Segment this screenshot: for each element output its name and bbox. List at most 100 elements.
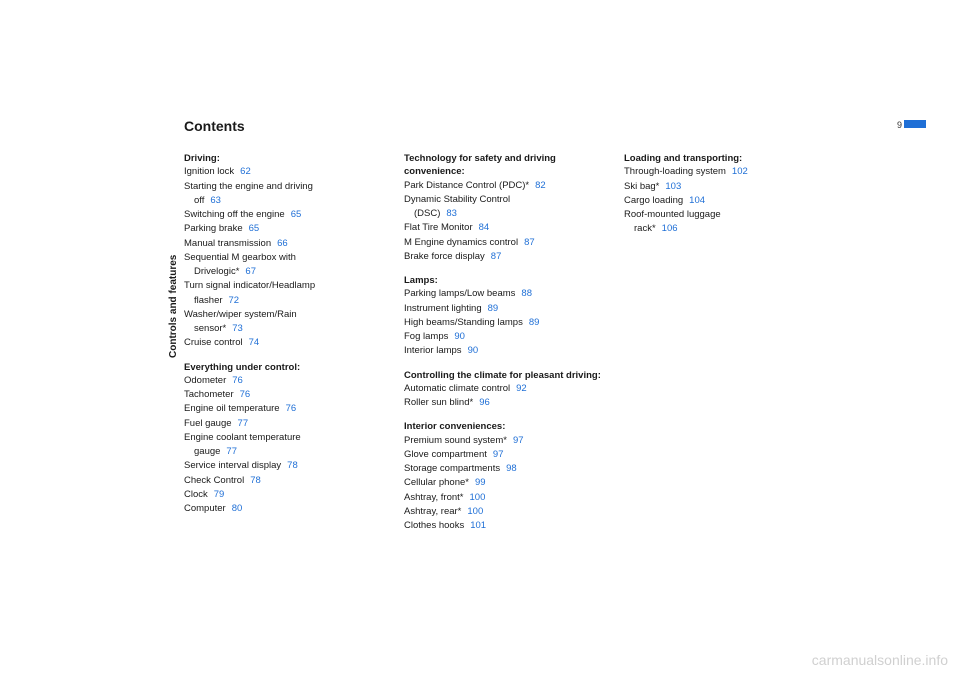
toc-page-link[interactable]: 76: [240, 389, 251, 400]
toc-item-text: rack*: [634, 223, 656, 234]
toc-page-link[interactable]: 100: [467, 506, 483, 517]
toc-item: Fog lamps90: [404, 330, 604, 344]
toc-item: Engine oil temperature76: [184, 402, 384, 416]
toc-page-link[interactable]: 87: [524, 237, 535, 248]
toc-item: Storage compartments 98: [404, 462, 604, 476]
toc-page-link[interactable]: 76: [286, 403, 297, 414]
toc-page-link[interactable]: 72: [229, 295, 240, 306]
toc-section-heading: Everything under control:: [184, 361, 384, 374]
toc-page-link[interactable]: 89: [488, 303, 499, 314]
toc-item-text: Parking lamps/Low beams: [404, 288, 515, 299]
page-content: Contents 9 Controls and features Driving…: [184, 118, 854, 533]
toc-item-text: Ashtray, front*: [404, 492, 464, 503]
toc-page-link[interactable]: 97: [513, 435, 524, 446]
toc-page-link[interactable]: 90: [454, 331, 465, 342]
toc-page-link[interactable]: 66: [277, 238, 288, 249]
toc-item: Instrument lighting89: [404, 302, 604, 316]
toc-item: Roof-mounted luggage: [624, 208, 824, 222]
toc-item-cont: off63: [184, 194, 384, 208]
toc-page-link[interactable]: 88: [521, 288, 532, 299]
toc-page-link[interactable]: 76: [232, 375, 243, 386]
toc-item: Manual transmission66: [184, 237, 384, 251]
toc-item-text: Cruise control: [184, 337, 243, 348]
toc-page-link[interactable]: 99: [475, 477, 486, 488]
toc-item: Tachometer 76: [184, 388, 384, 402]
toc-item-text: Cellular phone*: [404, 477, 469, 488]
toc-page-link[interactable]: 100: [470, 492, 486, 503]
toc-page-link[interactable]: 82: [535, 180, 546, 191]
toc-item-cont: flasher 72: [184, 294, 384, 308]
toc-page-link[interactable]: 65: [291, 209, 302, 220]
toc-item-text: Automatic climate control: [404, 383, 510, 394]
toc-item-cont: rack* 106: [624, 222, 824, 236]
toc-item-text: Computer: [184, 503, 226, 514]
accent-bar: [904, 120, 926, 128]
toc-page-link[interactable]: 97: [493, 449, 504, 460]
toc-item-text: Cargo loading: [624, 195, 683, 206]
toc-page-link[interactable]: 79: [214, 489, 225, 500]
toc-item-text: Starting the engine and driving: [184, 181, 313, 192]
toc-item-text: gauge: [194, 446, 220, 457]
toc-item: Parking brake65: [184, 222, 384, 236]
toc-page-link[interactable]: 89: [529, 317, 540, 328]
toc-page-link[interactable]: 102: [732, 166, 748, 177]
toc-page-link[interactable]: 92: [516, 383, 527, 394]
toc-item-text: Park Distance Control (PDC)*: [404, 180, 529, 191]
toc-page-link[interactable]: 90: [468, 345, 479, 356]
toc-item-text: Sequential M gearbox with: [184, 252, 296, 263]
toc-page-link[interactable]: 87: [491, 251, 502, 262]
toc-page-link[interactable]: 78: [250, 475, 261, 486]
toc-page-link[interactable]: 67: [245, 266, 256, 277]
toc-page-link[interactable]: 80: [232, 503, 243, 514]
toc-item-text: (DSC): [414, 208, 440, 219]
toc-item: Flat Tire Monitor84: [404, 221, 604, 235]
toc-page-link[interactable]: 74: [249, 337, 260, 348]
toc-item-text: Tachometer: [184, 389, 234, 400]
page-title: Contents: [184, 118, 854, 134]
toc-page-link[interactable]: 65: [249, 223, 260, 234]
toc-item: Dynamic Stability Control: [404, 193, 604, 207]
page-number: 9: [897, 120, 902, 130]
toc-page-link[interactable]: 78: [287, 460, 298, 471]
watermark: carmanualsonline.info: [812, 652, 948, 668]
toc-item: Turn signal indicator/Headlamp: [184, 279, 384, 293]
toc-item: Check Control78: [184, 474, 384, 488]
toc-item-text: Odometer: [184, 375, 226, 386]
toc-section-heading: Lamps:: [404, 274, 604, 287]
toc-item-text: Storage compartments: [404, 463, 500, 474]
toc-item: Through-loading system102: [624, 165, 824, 179]
toc-page-link[interactable]: 77: [238, 418, 249, 429]
toc-page-link[interactable]: 84: [479, 222, 490, 233]
toc-item-cont: gauge 77: [184, 445, 384, 459]
toc-page-link[interactable]: 106: [662, 223, 678, 234]
toc-item-text: Ashtray, rear*: [404, 506, 461, 517]
toc-item: Switching off the engine65: [184, 208, 384, 222]
toc-section-heading: Interior conveniences:: [404, 420, 604, 433]
toc-item-text: sensor*: [194, 323, 226, 334]
toc-section-heading: Controlling the climate for pleasant dri…: [404, 369, 604, 382]
toc-item: Cargo loading 104: [624, 194, 824, 208]
toc-item: Service interval display78: [184, 459, 384, 473]
toc-page-link[interactable]: 77: [226, 446, 237, 457]
toc-page-link[interactable]: 98: [506, 463, 517, 474]
toc-page-link[interactable]: 101: [470, 520, 486, 531]
toc-page-link[interactable]: 83: [446, 208, 457, 219]
toc-item: Ski bag* 103: [624, 180, 824, 194]
toc-item: Clock79: [184, 488, 384, 502]
toc-item-text: Washer/wiper system/Rain: [184, 309, 297, 320]
toc-item-text: flasher: [194, 295, 223, 306]
toc-item: Park Distance Control (PDC)* 82: [404, 179, 604, 193]
toc-page-link[interactable]: 73: [232, 323, 243, 334]
toc-page-link[interactable]: 104: [689, 195, 705, 206]
toc-page-link[interactable]: 103: [665, 181, 681, 192]
toc-item: Cruise control 74: [184, 336, 384, 350]
toc-column: Driving:Ignition lock62Starting the engi…: [184, 152, 384, 533]
toc-item-text: Ski bag*: [624, 181, 659, 192]
toc-item: Ignition lock62: [184, 165, 384, 179]
toc-column: Loading and transporting:Through-loading…: [624, 152, 824, 533]
toc-page-link[interactable]: 62: [240, 166, 251, 177]
toc-page-link[interactable]: 63: [210, 195, 221, 206]
toc-item: High beams/Standing lamps89: [404, 316, 604, 330]
toc-page-link[interactable]: 96: [479, 397, 490, 408]
toc-item: Glove compartment97: [404, 448, 604, 462]
